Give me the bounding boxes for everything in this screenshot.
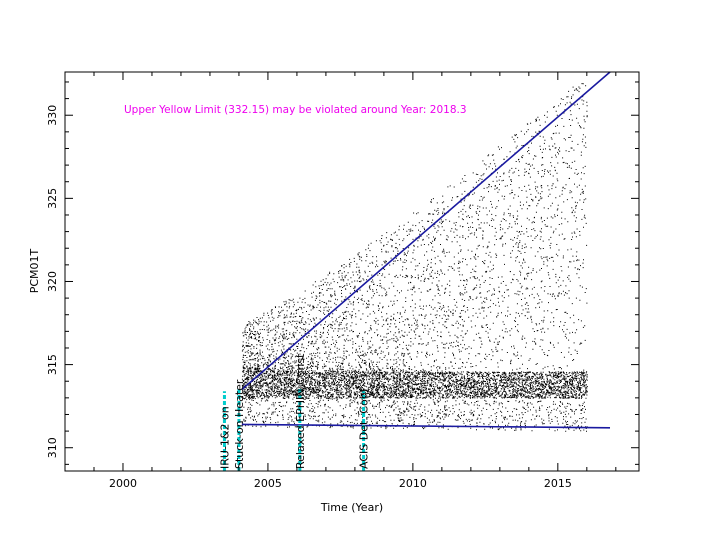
- x-tick-label: 2010: [399, 477, 427, 490]
- y-tick-label: 330: [46, 105, 59, 126]
- annotation-text: Upper Yellow Limit (332.15) may be viola…: [124, 104, 467, 116]
- y-tick-label: 315: [46, 354, 59, 375]
- upper-trend-line: [241, 71, 611, 391]
- x-tick-label: 2000: [109, 477, 137, 490]
- y-axis-label: PCM01T: [28, 248, 41, 293]
- plot-frame: [64, 71, 640, 472]
- y-tick-label: 310: [46, 437, 59, 458]
- event-label: IRU-1&2 on: [218, 406, 231, 469]
- scatter-points: [241, 83, 588, 432]
- event-label: Stuck-on Heater: [233, 379, 246, 469]
- axis-ticks: 2000 2005 2010 2015 310 315 320 325 330: [46, 72, 639, 490]
- lower-trend-line: [241, 423, 611, 429]
- x-tick-label: 2005: [254, 477, 282, 490]
- x-tick-label: 2015: [544, 477, 572, 490]
- y-tick-label: 320: [46, 271, 59, 292]
- x-axis-label: Time (Year): [320, 501, 383, 514]
- event-label: ACIS Det. Conf: [358, 387, 371, 469]
- y-tick-label: 325: [46, 188, 59, 209]
- event-markers: IRU-1&2 on Stuck-on Heater Relaxed EPHIN C…: [218, 353, 371, 471]
- scatter-point: [241, 83, 588, 432]
- trend-lines: [241, 71, 611, 429]
- event-label: Relaxed EPHIN Const: [294, 353, 307, 469]
